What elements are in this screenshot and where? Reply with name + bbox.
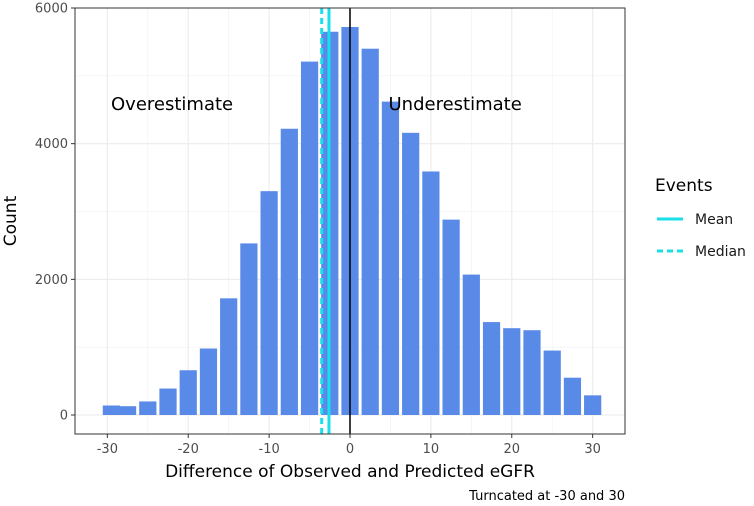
histogram-bar	[361, 48, 379, 416]
histogram-bar	[584, 395, 602, 415]
legend-label-median: Median	[695, 244, 746, 260]
histogram-bar	[300, 61, 319, 416]
x-tick-label: -30	[97, 442, 118, 457]
histogram-bar	[462, 274, 480, 416]
histogram-bar	[523, 330, 541, 415]
x-axis-title: Difference of Observed and Predicted eGF…	[165, 462, 535, 482]
legend: Events Mean Median	[655, 176, 746, 260]
y-tick-label: 6000	[35, 2, 68, 17]
histogram-bar	[260, 191, 278, 415]
histogram-bar	[179, 370, 197, 416]
x-tick-label: 20	[503, 442, 520, 457]
histogram-bar	[199, 348, 218, 416]
histogram-bar	[159, 388, 177, 416]
legend-label-mean: Mean	[695, 212, 733, 228]
histogram-bar	[118, 406, 137, 416]
histogram-bar	[139, 401, 157, 416]
reference-lines	[320, 8, 351, 434]
x-axis-ticks: -30 -20 -10 0 10 20 30	[97, 434, 601, 457]
y-axis-title: Count	[1, 195, 21, 246]
histogram-bar	[482, 322, 501, 415]
annotation-underestimate: Underestimate	[388, 94, 521, 115]
histogram-bar	[402, 132, 420, 416]
y-tick-label: 2000	[35, 273, 68, 288]
histogram-bar	[220, 298, 238, 416]
legend-entries: Mean Median	[657, 212, 746, 260]
y-tick-label: 0	[60, 409, 68, 424]
x-tick-label: 10	[423, 442, 440, 457]
histogram-bar	[563, 377, 582, 416]
annotation-overestimate: Overestimate	[111, 94, 233, 115]
histogram-bar	[280, 128, 298, 416]
legend-title: Events	[655, 176, 713, 196]
histogram-bar	[442, 219, 460, 415]
histogram-bar	[543, 350, 561, 415]
x-tick-label: -10	[259, 442, 280, 457]
caption: Turncated at -30 and 30	[468, 489, 625, 504]
histogram-bar	[422, 171, 440, 416]
annotations: Overestimate Underestimate	[111, 94, 522, 115]
histogram-bar	[503, 328, 521, 416]
y-axis-ticks: 0 2000 4000 6000	[35, 2, 75, 424]
histogram-bar	[102, 405, 121, 416]
x-tick-label: 0	[346, 442, 354, 457]
histogram-bar	[240, 243, 258, 416]
histogram-bar	[381, 101, 400, 416]
x-tick-label: 30	[584, 442, 601, 457]
x-tick-label: -20	[178, 442, 199, 457]
y-tick-label: 4000	[35, 137, 68, 152]
